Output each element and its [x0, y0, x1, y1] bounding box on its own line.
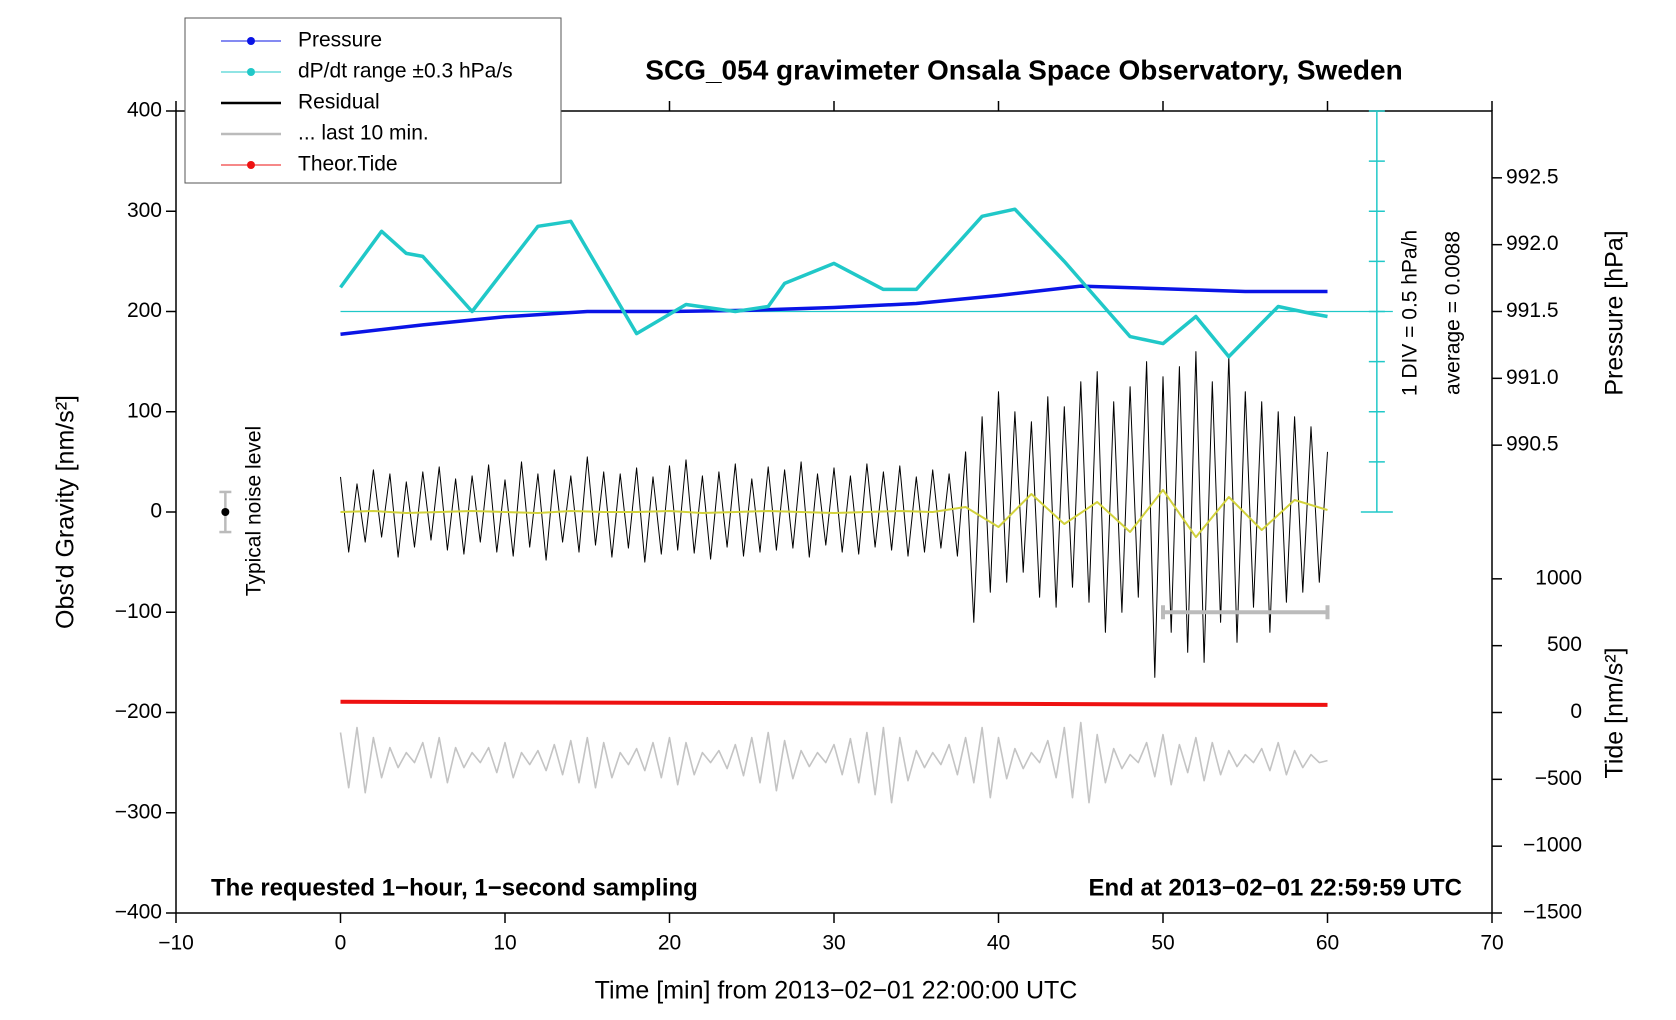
series-line — [340, 699, 1328, 707]
y3-tick-label: −500 — [1535, 767, 1582, 790]
legend-box — [184, 17, 562, 184]
series-line — [339, 721, 1328, 804]
y3-tick-label: 1000 — [1535, 566, 1582, 589]
x-tick-label: 70 — [1480, 932, 1503, 955]
y2-tick-label: 992.0 — [1506, 232, 1559, 255]
y3-tick-label: −1500 — [1523, 901, 1582, 924]
y-tick-label: 300 — [127, 199, 162, 222]
y2-axis-label: Pressure [hPa] — [1601, 230, 1629, 395]
x-tick-label: 20 — [658, 932, 681, 955]
series-line — [340, 351, 1328, 678]
x-tick-label: 50 — [1151, 932, 1174, 955]
y-tick-label: 100 — [127, 399, 162, 422]
legend-label: Theor.Tide — [298, 153, 398, 176]
annotation: average = 0.0088 — [1442, 231, 1465, 395]
x-tick-label: 0 — [335, 932, 347, 955]
y3-tick-label: 0 — [1570, 700, 1582, 723]
y-tick-label: −300 — [115, 800, 162, 823]
legend-marker — [247, 68, 255, 76]
legend-label: Pressure — [298, 29, 382, 52]
x-tick-label: 30 — [822, 932, 845, 955]
y-tick-label: −400 — [115, 901, 162, 924]
noise-point — [221, 508, 230, 516]
x-axis-label: Time [min] from 2013−02−01 22:00:00 UTC — [595, 977, 1078, 1005]
legend-marker — [247, 37, 255, 45]
y-tick-label: 200 — [127, 299, 162, 322]
x-tick-label: 40 — [987, 932, 1010, 955]
y-tick-label: 0 — [150, 500, 162, 523]
legend-label: dP/dt range ±0.3 hPa/s — [298, 60, 513, 83]
y-axis-label: Obs'd Gravity [nm/s²] — [52, 395, 80, 629]
y2-tick-label: 991.5 — [1506, 299, 1559, 322]
x-tick-label: −10 — [158, 932, 194, 955]
y-tick-label: 400 — [127, 99, 162, 122]
legend-label: ... last 10 min. — [298, 122, 429, 145]
annotation: End at 2013−02−01 22:59:59 UTC — [1088, 874, 1462, 901]
series-line — [339, 207, 1328, 359]
y3-tick-label: −1000 — [1523, 834, 1582, 857]
chart-title: SCG_054 gravimeter Onsala Space Observat… — [645, 54, 1402, 85]
series-line — [340, 284, 1328, 336]
annotation: The requested 1−hour, 1−second sampling — [211, 874, 698, 901]
y-tick-label: −200 — [115, 700, 162, 723]
x-tick-label: 10 — [493, 932, 516, 955]
y2-tick-label: 990.5 — [1506, 433, 1559, 456]
y3-axis-label: Tide [nm/s²] — [1601, 647, 1629, 778]
legend-marker — [247, 161, 255, 169]
legend-label: Residual — [298, 91, 380, 114]
x-tick-label: 60 — [1316, 932, 1339, 955]
noise-label: Typical noise level — [243, 426, 266, 596]
y-tick-label: −100 — [115, 600, 162, 623]
y3-tick-label: 500 — [1547, 633, 1582, 656]
legend: Pressure dP/dt range ±0.3 hPa/s Residual..… — [184, 17, 562, 184]
y2-tick-label: 991.0 — [1506, 366, 1559, 389]
annotation: 1 DIV = 0.5 hPa/h — [1399, 230, 1422, 396]
y2-tick-label: 992.5 — [1506, 165, 1559, 188]
series-line — [340, 488, 1328, 539]
